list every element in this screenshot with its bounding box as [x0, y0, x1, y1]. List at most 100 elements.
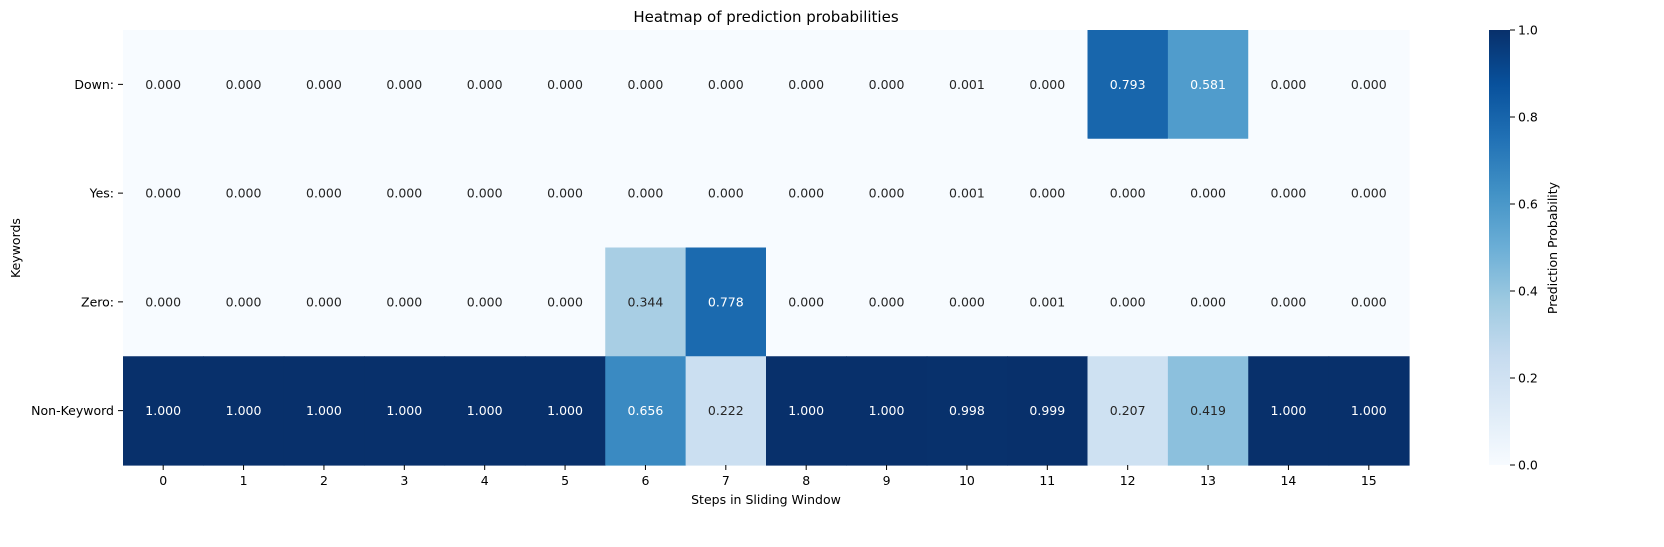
cell-value-label: 0.000 — [145, 77, 181, 92]
heatmap-cell — [766, 356, 847, 466]
heatmap-cell — [1167, 30, 1249, 140]
cell-value-label: 0.419 — [1190, 403, 1226, 418]
x-tick-label: 4 — [481, 473, 489, 488]
heatmap-cell — [1167, 138, 1249, 249]
heatmap-cell — [766, 247, 847, 357]
cell-value-label: 0.998 — [949, 403, 985, 418]
cell-value-label: 0.000 — [306, 294, 342, 309]
heatmap-cell — [364, 247, 446, 357]
heatmap-cell — [1087, 30, 1169, 140]
heatmap-cell — [444, 30, 526, 140]
heatmap-cell — [1248, 138, 1330, 249]
cell-value-label: 1.000 — [547, 403, 583, 418]
colorbar-tick-label: 0.4 — [1518, 284, 1538, 299]
cell-value-label: 0.793 — [1110, 77, 1146, 92]
colorbar-label: Prediction Probability — [1545, 181, 1560, 314]
cell-value-label: 0.000 — [949, 294, 985, 309]
x-tick-label: 6 — [641, 473, 649, 488]
x-tick-label: 12 — [1120, 473, 1136, 488]
cell-value-label: 0.000 — [708, 186, 744, 201]
heatmap-cell — [524, 247, 606, 357]
cell-value-label: 0.000 — [708, 77, 744, 92]
cell-value-label: 0.000 — [467, 77, 503, 92]
cell-value-label: 0.000 — [1351, 77, 1387, 92]
heatmap-cell — [605, 356, 687, 466]
x-axis-label: Steps in Sliding Window — [691, 492, 841, 507]
heatmap-cell — [846, 247, 928, 357]
heatmap-cell — [846, 30, 928, 140]
x-tick-label: 13 — [1200, 473, 1216, 488]
heatmap-cell — [444, 247, 526, 357]
x-tick-label: 3 — [400, 473, 408, 488]
heatmap-cell — [685, 356, 767, 466]
colorbar-tick-label: 0.8 — [1518, 110, 1538, 125]
heatmap-cell — [1167, 247, 1249, 357]
x-tick-label: 2 — [320, 473, 328, 488]
heatmap-cell — [1167, 356, 1249, 466]
cell-value-label: 1.000 — [869, 403, 905, 418]
heatmap-cell — [685, 138, 767, 249]
x-tick-label: 14 — [1280, 473, 1296, 488]
cell-value-label: 0.000 — [628, 77, 664, 92]
heatmap-cell — [1007, 356, 1089, 466]
cell-value-label: 0.000 — [226, 294, 262, 309]
heatmap-cell — [203, 247, 285, 357]
heatmap-cell — [605, 30, 687, 140]
heatmap-cell — [766, 30, 847, 140]
cell-value-label: 0.000 — [1351, 186, 1387, 201]
cell-value-label: 0.000 — [547, 186, 583, 201]
cell-value-label: 0.000 — [1190, 186, 1226, 201]
cell-value-label: 1.000 — [145, 403, 181, 418]
heatmap-cell — [283, 30, 365, 140]
heatmap-cell — [203, 30, 285, 140]
cell-value-label: 0.000 — [1351, 294, 1387, 309]
cell-value-label: 0.000 — [788, 186, 824, 201]
heatmap-cell — [444, 356, 526, 466]
cell-value-label: 0.344 — [628, 294, 664, 309]
heatmap-cell — [123, 30, 204, 140]
heatmap-cell — [685, 247, 767, 357]
heatmap-cell — [1087, 247, 1169, 357]
cell-value-label: 0.000 — [869, 294, 905, 309]
cell-value-label: 0.001 — [949, 77, 985, 92]
heatmap-cell — [1007, 138, 1089, 249]
heatmap-cell — [364, 138, 446, 249]
heatmap-cell — [1087, 356, 1169, 466]
colorbar-tick-label: 0.0 — [1518, 458, 1538, 473]
x-tick-label: 5 — [561, 473, 569, 488]
heatmap-cell — [926, 138, 1008, 249]
chart-title: Heatmap of prediction probabilities — [633, 8, 898, 26]
cell-value-label: 1.000 — [1271, 403, 1307, 418]
cell-value-label: 0.000 — [467, 186, 503, 201]
cell-value-label: 0.000 — [145, 294, 181, 309]
heatmap-cell — [1007, 247, 1089, 357]
heatmap-cell — [1248, 30, 1330, 140]
y-axis-label: Keywords — [8, 218, 23, 278]
x-tick-label: 8 — [802, 473, 810, 488]
cell-value-label: 0.778 — [708, 294, 744, 309]
y-tick-label: Zero: — [81, 294, 114, 309]
x-tick-label: 9 — [883, 473, 891, 488]
cell-value-label: 0.001 — [1029, 294, 1065, 309]
cell-value-label: 0.000 — [1271, 77, 1307, 92]
heatmap-cell — [926, 247, 1008, 357]
y-axis: Down: Yes: Zero: Non-Keyword — [31, 77, 123, 418]
heatmap-cell — [846, 138, 928, 249]
cell-value-label: 0.001 — [949, 186, 985, 201]
cell-value-label: 0.000 — [547, 77, 583, 92]
heatmap-cell — [364, 356, 446, 466]
cell-value-label: 0.000 — [1110, 294, 1146, 309]
cell-value-label: 0.000 — [1271, 186, 1307, 201]
heatmap-cell — [203, 138, 285, 249]
y-tick-label: Down: — [74, 77, 114, 92]
cell-value-label: 0.000 — [1029, 77, 1065, 92]
heatmap-cell — [444, 138, 526, 249]
heatmap-cell — [203, 356, 285, 466]
cell-value-label: 0.207 — [1110, 403, 1146, 418]
colorbar-gradient — [1489, 30, 1510, 465]
cell-value-label: 0.000 — [226, 186, 262, 201]
heatmap-cell — [364, 30, 446, 140]
heatmap-cells: 0.000 0.000 0.000 0.000 0.000 0.000 0.000 0.000… — [123, 30, 1410, 466]
cell-value-label: 0.000 — [1190, 294, 1226, 309]
